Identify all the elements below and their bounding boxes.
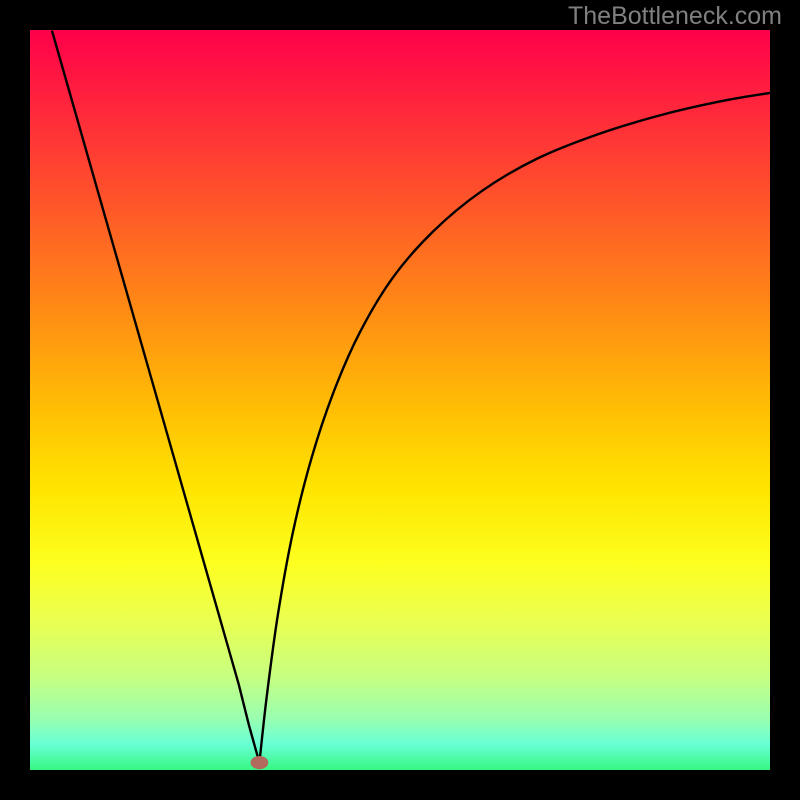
curve-minimum-marker xyxy=(251,756,269,769)
gradient-background xyxy=(30,30,770,770)
plot-svg xyxy=(30,30,770,770)
chart-root: TheBottleneck.com xyxy=(0,0,800,800)
watermark-text: TheBottleneck.com xyxy=(568,2,782,31)
gradient-plot-area xyxy=(30,30,770,770)
